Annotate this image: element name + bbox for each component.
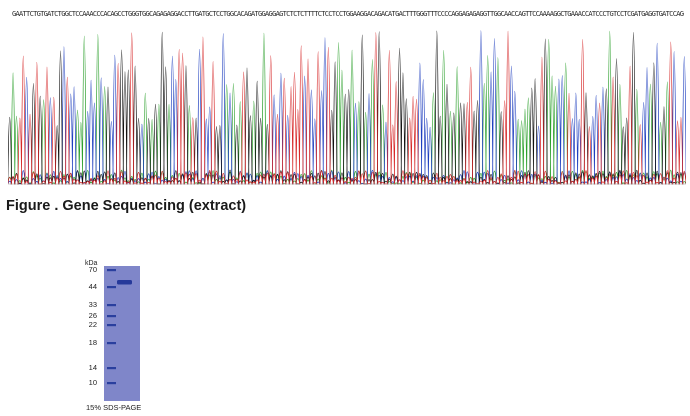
sds-page-gel [104,266,140,401]
marker-label: 70 [88,265,97,274]
ladder-band [107,269,116,272]
marker-label: 22 [88,320,97,329]
trace-t [8,31,686,185]
marker-label: 44 [88,282,97,291]
chromatogram-traces [8,30,686,185]
ladder-band [107,367,116,370]
figure-caption: Figure . Gene Sequencing (extract) [6,198,247,214]
ladder-bands [107,269,116,385]
gel-caption: 15% SDS-PAGE [86,403,142,412]
ladder-band [107,315,116,318]
ladder-band [107,286,116,289]
base-call-sequence: GAATTCTGTGATCTGGCTCCAAACCCACAGCCTGGGTGGC… [12,10,684,18]
gel-lane-background [104,266,140,401]
marker-label: 10 [88,378,97,387]
ladder-band [107,382,116,385]
protein-band [117,280,132,285]
marker-label: 26 [88,311,97,320]
ladder-band [107,324,116,327]
ladder-band [107,342,116,345]
marker-label: 33 [88,300,97,309]
sequencing-chromatogram [8,30,686,185]
marker-label: 14 [88,363,97,372]
ladder-band [107,304,116,307]
kda-label: kDa [85,260,98,267]
marker-label: 18 [88,338,97,347]
